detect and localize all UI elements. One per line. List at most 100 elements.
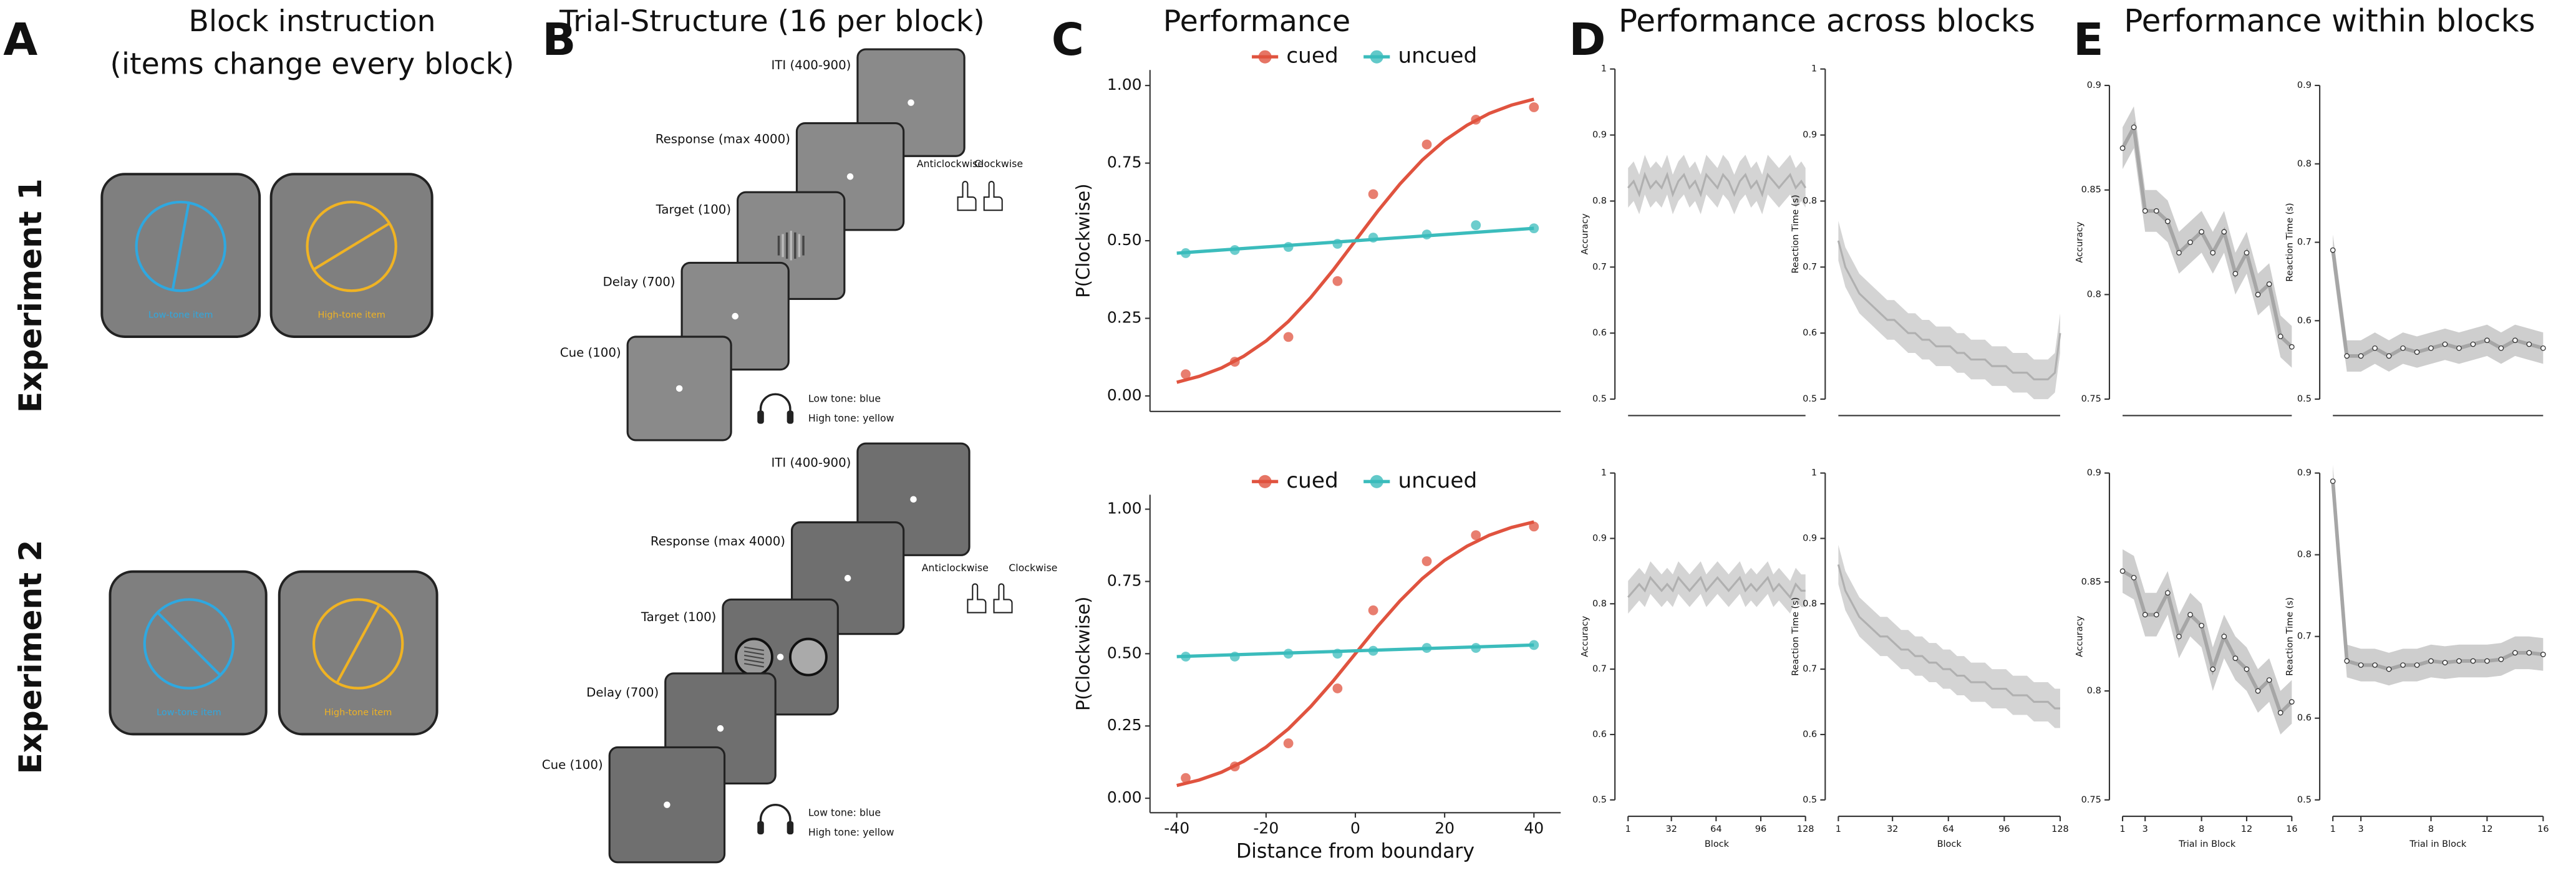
data-point [2400, 662, 2406, 668]
data-point [2526, 341, 2532, 347]
data-point [1181, 652, 1191, 662]
y-tick-label: 0.5 [2297, 795, 2312, 805]
headphones-icon [787, 821, 794, 835]
data-point [2428, 658, 2434, 664]
fixation-dot [732, 312, 738, 320]
panel-d-title: Performance across blocks [1619, 2, 2035, 39]
y-tick-label: 0.00 [1107, 386, 1142, 404]
y-tick-label: 0.5 [1592, 394, 1607, 404]
y-tick-label: 0.75 [1107, 571, 1142, 589]
legend-swatch [1258, 475, 1272, 488]
data-point [2210, 249, 2216, 256]
data-point [1529, 640, 1539, 650]
data-point [2277, 334, 2283, 339]
item-circle [143, 598, 235, 690]
data-point [2187, 239, 2193, 245]
legend-swatch [1258, 50, 1272, 64]
tone-label: Low tone: blue [808, 806, 881, 818]
data-point [2442, 660, 2448, 665]
fixation-dot [910, 496, 917, 503]
data-point [2400, 345, 2406, 351]
x-tick-label: 32 [1887, 824, 1898, 834]
data-point [2386, 353, 2392, 359]
data-line [2121, 569, 2293, 716]
data-point [2358, 662, 2364, 668]
y-axis-label: Reaction Time (s) [2285, 203, 2295, 281]
y-tick-label: 0.9 [2087, 80, 2101, 90]
data-point [2221, 634, 2227, 640]
y-tick-label: 0.9 [1803, 130, 1817, 140]
y-tick-label: 0.9 [2087, 468, 2101, 478]
data-point [1181, 773, 1191, 783]
data-point [1229, 245, 1240, 255]
y-tick-label: 0.8 [2297, 550, 2312, 560]
x-tick-label: 1 [1836, 824, 1841, 834]
y-tick-label: 1.00 [1107, 75, 1142, 94]
data-point [1471, 114, 1481, 125]
data-point [1283, 738, 1294, 748]
gabor-stripe [743, 650, 764, 655]
y-tick-label: 1.00 [1107, 499, 1142, 518]
item-label: High-tone item [324, 708, 392, 718]
gabor-stripe [743, 646, 764, 652]
y-axis-label: Reaction Time (s) [2285, 597, 2295, 676]
y-tick-label: 0.75 [2081, 394, 2101, 404]
x-tick-label: 128 [2051, 824, 2069, 834]
y-tick-label: 0.8 [2297, 159, 2312, 169]
data-line [1837, 564, 2060, 710]
data-point [2119, 145, 2126, 151]
data-point [2176, 249, 2182, 256]
data-point [2526, 650, 2532, 656]
y-tick-label: 0.85 [2081, 185, 2101, 195]
item-card [100, 173, 261, 338]
legend-label: cued [1286, 468, 1338, 493]
tone-label: High tone: yellow [808, 412, 894, 424]
data-point [2372, 345, 2378, 351]
y-axis-label: Accuracy [1581, 213, 1591, 254]
x-tick-label: 40 [1524, 819, 1544, 837]
confidence-band [2123, 106, 2292, 368]
data-point [1332, 649, 1343, 659]
data-point [1283, 649, 1294, 659]
x-tick-label: 12 [2481, 824, 2492, 834]
fixation-dot [908, 99, 914, 106]
data-point [2277, 710, 2283, 716]
hand-icon [957, 181, 977, 211]
data-point [1368, 233, 1378, 243]
y-tick-label: 0.9 [2297, 80, 2312, 90]
item-label: Low-tone item [157, 708, 221, 718]
trial-step-label: Delay (700) [586, 685, 659, 700]
data-point [2119, 568, 2126, 574]
fixation-dot [664, 801, 671, 808]
y-tick-label: 0.7 [1803, 262, 1817, 272]
legend-label: uncued [1398, 44, 1477, 69]
data-point [2176, 634, 2182, 640]
data-line [1627, 171, 1807, 198]
x-tick-label: 16 [2537, 824, 2549, 834]
panel-letter: A [3, 14, 37, 65]
data-point [2165, 590, 2171, 596]
x-tick-label: 20 [1435, 819, 1455, 837]
y-tick-label: 0.5 [1803, 394, 1817, 404]
y-tick-label: 0.9 [1592, 533, 1607, 543]
y-axis-label: P(Clockwise) [1072, 597, 1093, 711]
gabor-stripe [743, 658, 764, 663]
data-line [1837, 240, 2061, 380]
y-tick-label: 0.7 [1592, 262, 1607, 272]
fixation-dot [675, 385, 683, 392]
tone-label: Low tone: blue [808, 393, 881, 405]
data-point [2512, 650, 2518, 656]
item-line [336, 604, 381, 684]
response-label: Clockwise [1009, 562, 1057, 574]
trial-step-label: Target (100) [656, 203, 732, 217]
y-tick-label: 0.7 [2297, 238, 2312, 248]
y-tick-label: 0.8 [1803, 196, 1817, 206]
x-tick-label: -40 [1164, 819, 1189, 837]
y-tick-label: 0.25 [1107, 308, 1142, 326]
y-tick-label: 0.6 [1803, 328, 1817, 338]
x-tick-label: 32 [1665, 824, 1677, 834]
fixation-dot [846, 173, 854, 180]
legend-swatch [1370, 50, 1383, 64]
data-point [1283, 332, 1294, 342]
